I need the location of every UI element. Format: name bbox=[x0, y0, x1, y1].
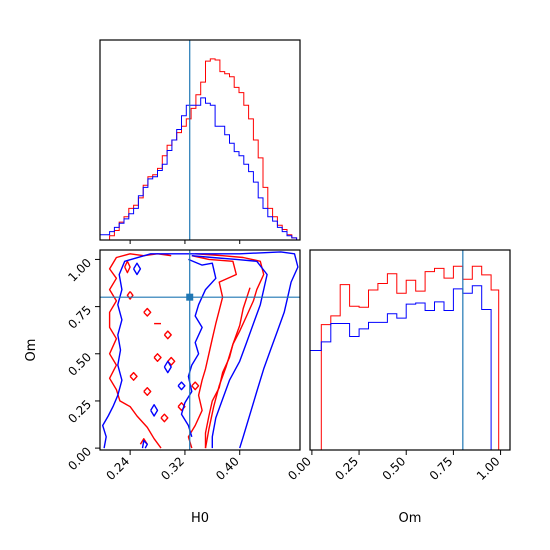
hist-h0-blue-series bbox=[100, 97, 298, 240]
y-tick-label-om: 0.25 bbox=[65, 397, 94, 426]
x-tick-label-h0: 0.32 bbox=[158, 454, 187, 483]
contour-blue-6 bbox=[177, 381, 186, 391]
contour-red-8 bbox=[163, 330, 172, 340]
hist-om-series bbox=[310, 265, 510, 450]
contour-red-0 bbox=[108, 253, 172, 449]
x-tick-label-om: 0.25 bbox=[332, 454, 361, 483]
contour-red-3 bbox=[204, 287, 251, 449]
x-tick-label-om: 0.00 bbox=[285, 454, 314, 483]
y-tick-label-om: 0.75 bbox=[65, 303, 94, 332]
contour-blue-0 bbox=[102, 251, 299, 449]
x-tick-label-h0: 0.40 bbox=[213, 454, 242, 483]
contour-red-2 bbox=[187, 255, 237, 449]
y-axis-label-om: Om bbox=[24, 339, 39, 362]
hist-h0-frame bbox=[99, 39, 301, 241]
x-axis-label-om: Om bbox=[399, 511, 422, 526]
truth-marker bbox=[186, 293, 194, 301]
hist-om-panel bbox=[309, 249, 511, 451]
hist-om-red-series bbox=[310, 265, 510, 450]
x-tick-label-om: 0.75 bbox=[427, 454, 456, 483]
contour-red-9 bbox=[153, 353, 162, 362]
contour-red-11 bbox=[129, 371, 138, 381]
scatter-panel-h0-om bbox=[99, 249, 301, 451]
x-tick-label-h0: 0.24 bbox=[103, 454, 132, 483]
hist-om-frame bbox=[309, 249, 511, 451]
hist-h0-series bbox=[100, 58, 298, 240]
x-axis-label-h0: H0 bbox=[191, 511, 209, 526]
contour-blue-2 bbox=[180, 258, 217, 438]
x-tick-label-om: 1.00 bbox=[474, 454, 503, 483]
y-tick-label-om: 0.50 bbox=[65, 350, 94, 379]
scatter-frame bbox=[99, 249, 301, 451]
contour-red-5 bbox=[126, 291, 134, 300]
contour-blue-3 bbox=[132, 262, 142, 276]
contour-red-6 bbox=[143, 307, 152, 317]
y-tick-label-om: 1.00 bbox=[65, 256, 94, 285]
contour-blue-7 bbox=[141, 439, 148, 449]
contour-red-4 bbox=[124, 260, 131, 274]
x-tick-label-om: 0.50 bbox=[380, 454, 409, 483]
contour-red-15 bbox=[191, 381, 200, 391]
contour-blue-1 bbox=[191, 255, 268, 449]
hist-h0-panel bbox=[99, 39, 301, 244]
hist-h0-red-series bbox=[100, 58, 298, 240]
contour-red-13 bbox=[160, 413, 169, 423]
contour-blue-5 bbox=[150, 404, 159, 417]
contour-red-14 bbox=[177, 402, 186, 412]
y-tick-label-om: 0.00 bbox=[65, 444, 94, 473]
contour-blue-4 bbox=[163, 360, 172, 374]
contour-red-1 bbox=[195, 253, 265, 449]
contour-group bbox=[102, 251, 299, 449]
hist-om-blue-series bbox=[310, 285, 510, 450]
tick-and-axis-labels: 0.24 0.32 0.40 0.00 0.25 0.50 0.75 1.00 0.00 0.25… bbox=[24, 256, 503, 526]
contour-red-12 bbox=[143, 387, 152, 396]
